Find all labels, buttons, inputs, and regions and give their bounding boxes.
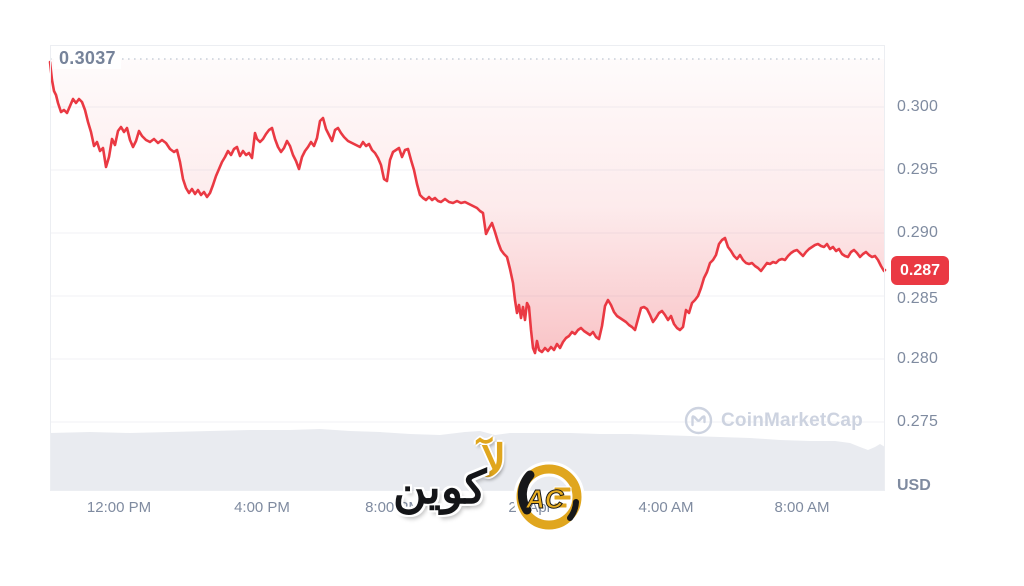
x-axis-label-8am: 8:00 AM: [774, 499, 830, 516]
y-axis-label-0300: 0.300: [897, 98, 939, 115]
watermark-ring-icon: AC: [513, 461, 585, 533]
x-axis-label-4pm: 4:00 PM: [234, 499, 290, 516]
coinmarketcap-watermark-text: CoinMarketCap: [721, 409, 863, 431]
price-line: [48, 60, 887, 355]
coinmarketcap-logo-icon: [684, 406, 713, 435]
x-axis-label-4am: 4:00 AM: [638, 499, 694, 516]
watermark-logo: لآ كوين AC: [393, 437, 603, 538]
current-price-badge: 0.287: [891, 256, 949, 285]
coinmarketcap-watermark: CoinMarketCap: [684, 406, 863, 435]
volume-area: [50, 429, 885, 490]
y-axis-label-0275: 0.275: [897, 413, 939, 430]
watermark-inner-text: AC: [525, 484, 565, 514]
watermark-arabic-word: كوين: [393, 461, 487, 513]
price-area-fill: [50, 59, 885, 353]
x-axis-label-8pm: 8:00 PM: [365, 499, 421, 516]
y-axis-unit-label: USD: [897, 477, 931, 494]
chart-border: [50, 45, 885, 491]
watermark-gold-letters: لآ: [481, 437, 507, 486]
y-axis-label-0280: 0.280: [897, 350, 939, 367]
x-axis-label-12pm: 12:00 PM: [86, 499, 152, 516]
y-axis-label-0295: 0.295: [897, 161, 939, 178]
high-price-label: 0.3037: [54, 48, 121, 69]
y-axis-label-0290: 0.290: [897, 224, 939, 241]
y-axis-label-0285: 0.285: [897, 290, 939, 307]
